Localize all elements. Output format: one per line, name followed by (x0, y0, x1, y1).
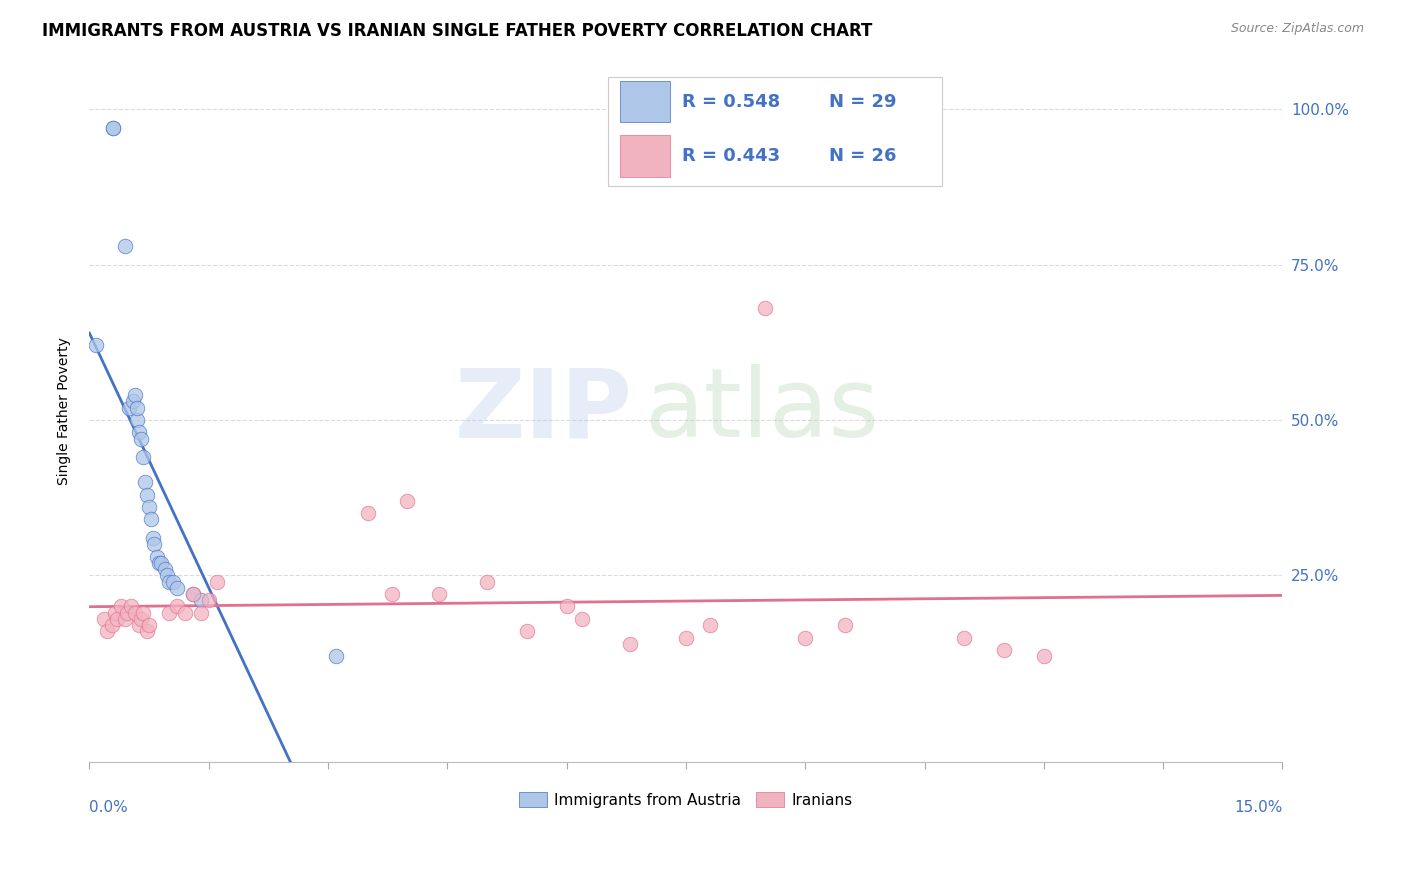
Point (754, 301, 776, 315)
Text: N = 29: N = 29 (830, 93, 897, 111)
FancyBboxPatch shape (620, 81, 671, 122)
Point (114, 612, 136, 626)
Point (205, 574, 228, 589)
Point (190, 606, 212, 620)
Point (953, 631, 976, 645)
Point (516, 624, 538, 639)
Text: R = 0.443: R = 0.443 (682, 147, 780, 165)
Point (380, 587, 402, 601)
Point (101, 120, 124, 135)
Point (181, 587, 204, 601)
Point (162, 574, 184, 589)
Point (146, 549, 169, 564)
Point (993, 643, 1015, 657)
Point (356, 506, 378, 520)
Point (117, 606, 139, 620)
Point (325, 649, 347, 664)
Point (396, 493, 419, 508)
FancyBboxPatch shape (609, 77, 942, 186)
Point (105, 612, 128, 626)
Text: ZIP: ZIP (454, 364, 633, 458)
Point (84, 338, 107, 352)
Point (181, 587, 204, 601)
Point (619, 637, 641, 651)
Point (100, 618, 122, 632)
Point (101, 120, 124, 135)
Point (110, 599, 132, 614)
Point (699, 618, 721, 632)
Point (427, 587, 450, 601)
Point (166, 581, 188, 595)
Text: atlas: atlas (644, 364, 879, 458)
Point (125, 413, 148, 427)
FancyBboxPatch shape (620, 136, 671, 177)
Point (134, 475, 156, 490)
Point (138, 618, 160, 632)
Text: N = 26: N = 26 (830, 147, 897, 165)
Point (132, 450, 155, 465)
Point (114, 239, 136, 253)
Point (104, 606, 127, 620)
Point (93, 612, 115, 626)
Point (156, 568, 179, 582)
Point (124, 606, 146, 620)
Point (157, 606, 180, 620)
Point (1032, 649, 1054, 664)
Text: R = 0.548: R = 0.548 (682, 93, 780, 111)
Point (148, 556, 170, 570)
Point (197, 593, 219, 607)
Point (128, 618, 150, 632)
Point (138, 500, 160, 514)
Point (149, 556, 172, 570)
Point (124, 388, 146, 402)
Point (125, 401, 148, 415)
Point (141, 512, 163, 526)
Point (166, 599, 188, 614)
Point (135, 624, 157, 639)
Point (153, 562, 176, 576)
Text: IMMIGRANTS FROM AUSTRIA VS IRANIAN SINGLE FATHER POVERTY CORRELATION CHART: IMMIGRANTS FROM AUSTRIA VS IRANIAN SINGL… (42, 22, 873, 40)
Legend: Immigrants from Austria, Iranians: Immigrants from Austria, Iranians (513, 786, 859, 814)
Point (120, 599, 142, 614)
Point (142, 531, 165, 545)
Point (834, 618, 856, 632)
Text: 0.0%: 0.0% (89, 800, 128, 815)
Point (555, 599, 578, 614)
Point (475, 574, 498, 589)
Point (157, 574, 180, 589)
Point (128, 425, 150, 440)
Point (96, 624, 118, 639)
Point (129, 612, 152, 626)
Point (132, 606, 155, 620)
Point (173, 606, 195, 620)
Point (143, 537, 166, 551)
Y-axis label: Single Father Poverty: Single Father Poverty (58, 337, 72, 484)
Point (675, 631, 697, 645)
Text: Source: ZipAtlas.com: Source: ZipAtlas.com (1230, 22, 1364, 36)
Point (122, 394, 145, 409)
Point (190, 593, 212, 607)
Text: 15.0%: 15.0% (1234, 800, 1282, 815)
Point (135, 487, 157, 501)
Point (118, 401, 141, 415)
Point (129, 432, 152, 446)
Point (571, 612, 593, 626)
Point (794, 631, 817, 645)
